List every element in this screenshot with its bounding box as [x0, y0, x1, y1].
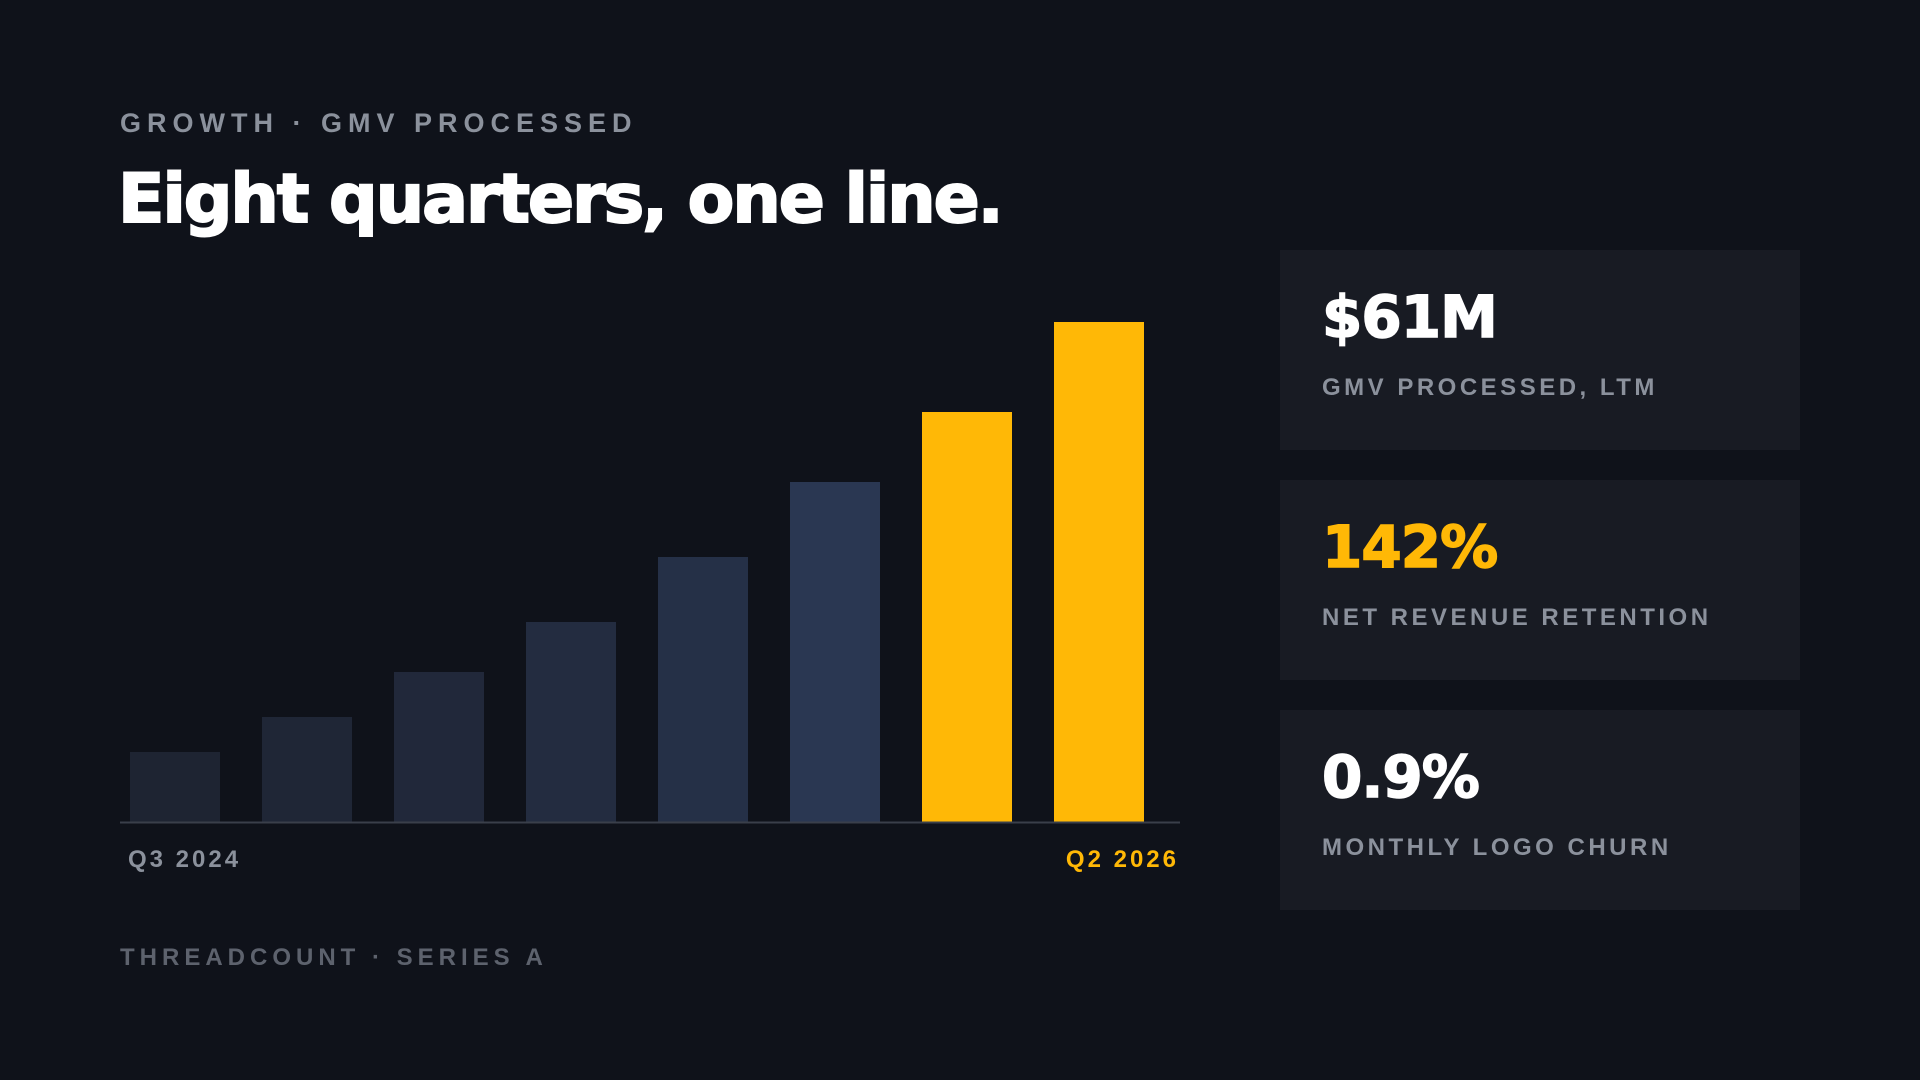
- chart-svg: Q3 2024 Q2 2026: [120, 322, 1180, 873]
- x-tick-label-q3-2024: Q3 2024: [128, 846, 241, 873]
- stat-label-gmv: GMV PROCESSED, LTM: [1322, 374, 1658, 401]
- bar-q4-2025: [790, 482, 880, 822]
- stat-value-churn: 0.9%: [1321, 743, 1480, 811]
- slide-eyebrow: GROWTH · GMV PROCESSED: [120, 108, 638, 138]
- stat-cards: $61M GMV PROCESSED, LTM 142% NET REVENUE…: [1280, 250, 1800, 940]
- x-tick-label-q2-2026: Q2 2026: [1066, 846, 1179, 873]
- stat-card-churn: 0.9% MONTHLY LOGO CHURN: [1280, 710, 1800, 910]
- stat-label-churn: MONTHLY LOGO CHURN: [1322, 834, 1672, 861]
- bar-q3-2024: [130, 752, 220, 822]
- stat-value-nrr: 142%: [1321, 513, 1499, 581]
- bar-q3-2025: [658, 557, 748, 822]
- stat-value-gmv: $61M: [1321, 283, 1498, 351]
- bar-q4-2024: [262, 717, 352, 822]
- gmv-bar-chart: Q3 2024 Q2 2026: [120, 300, 1180, 880]
- stat-card-gmv: $61M GMV PROCESSED, LTM: [1280, 250, 1800, 450]
- bar-q2-2025: [526, 622, 616, 822]
- bar-q2-2026: [1054, 322, 1144, 822]
- bar-q1-2025: [394, 672, 484, 822]
- stat-card-nrr: 142% NET REVENUE RETENTION: [1280, 480, 1800, 680]
- stat-label-nrr: NET REVENUE RETENTION: [1322, 604, 1712, 631]
- bar-q1-2026: [922, 412, 1012, 822]
- slide-footer: THREADCOUNT · SERIES A: [120, 944, 548, 971]
- slide-title: Eight quarters, one line.: [117, 159, 1005, 240]
